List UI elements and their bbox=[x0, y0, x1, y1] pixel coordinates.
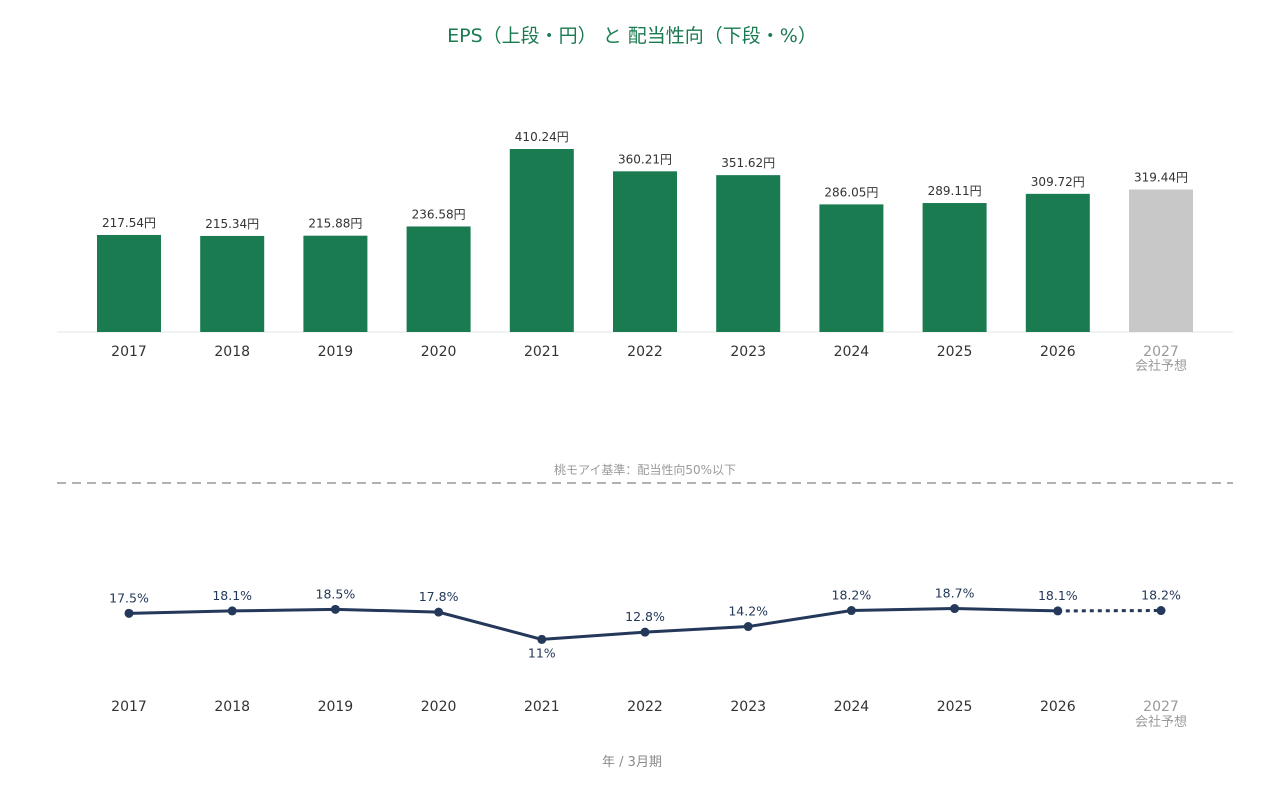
eps-bar-label: 289.11円 bbox=[928, 184, 982, 198]
bar-x-tick-label: 2026 bbox=[1040, 344, 1076, 360]
bar-x-tick-label: 2019 bbox=[318, 344, 354, 360]
payout-ratio-point bbox=[950, 604, 960, 614]
eps-bar bbox=[97, 234, 161, 332]
payout-ratio-point bbox=[640, 627, 650, 637]
bar-x-tick-label: 2021 bbox=[524, 344, 560, 360]
payout-ratio-point bbox=[434, 607, 444, 617]
eps-bar bbox=[1129, 189, 1193, 332]
eps-bar bbox=[613, 171, 677, 332]
bar-x-tick-label: 2017 bbox=[111, 344, 147, 360]
eps-bar bbox=[922, 203, 987, 332]
payout-ratio-label: 18.1% bbox=[212, 588, 252, 603]
payout-ratio-point bbox=[846, 606, 856, 616]
eps-bar-label: 217.54円 bbox=[102, 216, 156, 230]
payout-ratio-line bbox=[128, 607, 1058, 641]
eps-bar-label: 351.62円 bbox=[721, 156, 775, 170]
eps-bar-label: 215.88円 bbox=[308, 217, 362, 231]
eps-bar-label: 215.34円 bbox=[205, 217, 259, 231]
line-x-tick-label: 2025 bbox=[937, 699, 973, 715]
payout-ratio-label: 17.8% bbox=[419, 589, 459, 604]
bar-x-tick-label: 2025 bbox=[937, 344, 973, 360]
line-x-tick-label: 2019 bbox=[318, 699, 354, 715]
payout-ratio-point bbox=[1156, 606, 1166, 616]
payout-ratio-point bbox=[227, 606, 237, 616]
bar-x-tick-label: 2023 bbox=[730, 344, 766, 360]
payout-ratio-label: 12.8% bbox=[625, 609, 665, 624]
payout-ratio-point bbox=[1053, 606, 1063, 616]
forecast-note: 会社予想 bbox=[1135, 358, 1187, 374]
line-x-tick-label: 2018 bbox=[214, 699, 250, 715]
payout-ratio-point bbox=[537, 634, 547, 644]
bar-x-tick-label: 2020 bbox=[421, 344, 457, 360]
line-x-tick-label: 2027 bbox=[1143, 699, 1179, 715]
payout-ratio-label: 18.2% bbox=[1141, 588, 1181, 603]
line-x-tick-label: 2023 bbox=[730, 699, 766, 715]
payout-ratio-label: 18.1% bbox=[1038, 588, 1078, 603]
payout-ratio-point bbox=[124, 608, 134, 618]
payout-ratio-label: 14.2% bbox=[728, 604, 768, 619]
payout-ratio-point bbox=[330, 604, 340, 614]
bar-x-tick-label: 2024 bbox=[834, 344, 870, 360]
line-x-tick-label: 2021 bbox=[524, 699, 560, 715]
eps-bar-label: 236.58円 bbox=[412, 207, 466, 221]
eps-bar bbox=[509, 149, 574, 332]
line-x-tick-label: 2020 bbox=[421, 699, 457, 715]
eps-bar bbox=[303, 235, 368, 332]
payout-ratio-point bbox=[743, 622, 753, 632]
chart-title: EPS（上段・円） と 配当性向（下段・%） bbox=[447, 25, 817, 47]
payout-ratio-label: 17.5% bbox=[109, 590, 149, 605]
line-x-tick-label: 2017 bbox=[111, 699, 147, 715]
bar-x-tick-label: 2022 bbox=[627, 344, 663, 360]
eps-bar bbox=[819, 204, 884, 332]
forecast-note: 会社予想 bbox=[1135, 714, 1187, 730]
eps-bar-chart: 217.54円 2017 215.34円 2018 215.88円 2019 236.58円… bbox=[57, 130, 1233, 374]
bar-x-tick-label: 2018 bbox=[214, 344, 250, 360]
eps-bar-label: 360.21円 bbox=[618, 152, 672, 166]
threshold-label: 桃モアイ基準：配当性向50%以下 bbox=[554, 462, 736, 477]
eps-bar bbox=[716, 175, 781, 332]
line-x-tick-label: 2022 bbox=[627, 699, 663, 715]
payout-ratio-label: 11% bbox=[528, 645, 556, 660]
eps-bar-label: 319.44円 bbox=[1134, 171, 1188, 185]
eps-bar bbox=[200, 235, 265, 332]
line-x-tick-label: 2026 bbox=[1040, 699, 1076, 715]
x-axis-footer-label: 年 / 3月期 bbox=[602, 755, 662, 770]
eps-bar-label: 309.72円 bbox=[1031, 175, 1085, 189]
eps-bar-label: 286.05円 bbox=[824, 185, 878, 199]
payout-ratio-line-chart: 桃モアイ基準：配当性向50%以下 17.5% 2017 18.1% 2018 18.5% 2… bbox=[57, 462, 1233, 730]
eps-bar-label: 410.24円 bbox=[515, 130, 569, 144]
payout-ratio-label: 18.7% bbox=[935, 586, 975, 601]
eps-bar bbox=[1025, 193, 1090, 332]
payout-ratio-label: 18.2% bbox=[832, 588, 872, 603]
line-x-tick-label: 2024 bbox=[834, 699, 870, 715]
payout-ratio-label: 18.5% bbox=[316, 586, 356, 601]
eps-bar bbox=[406, 226, 471, 332]
bar-x-tick-label: 2027 bbox=[1143, 344, 1179, 360]
